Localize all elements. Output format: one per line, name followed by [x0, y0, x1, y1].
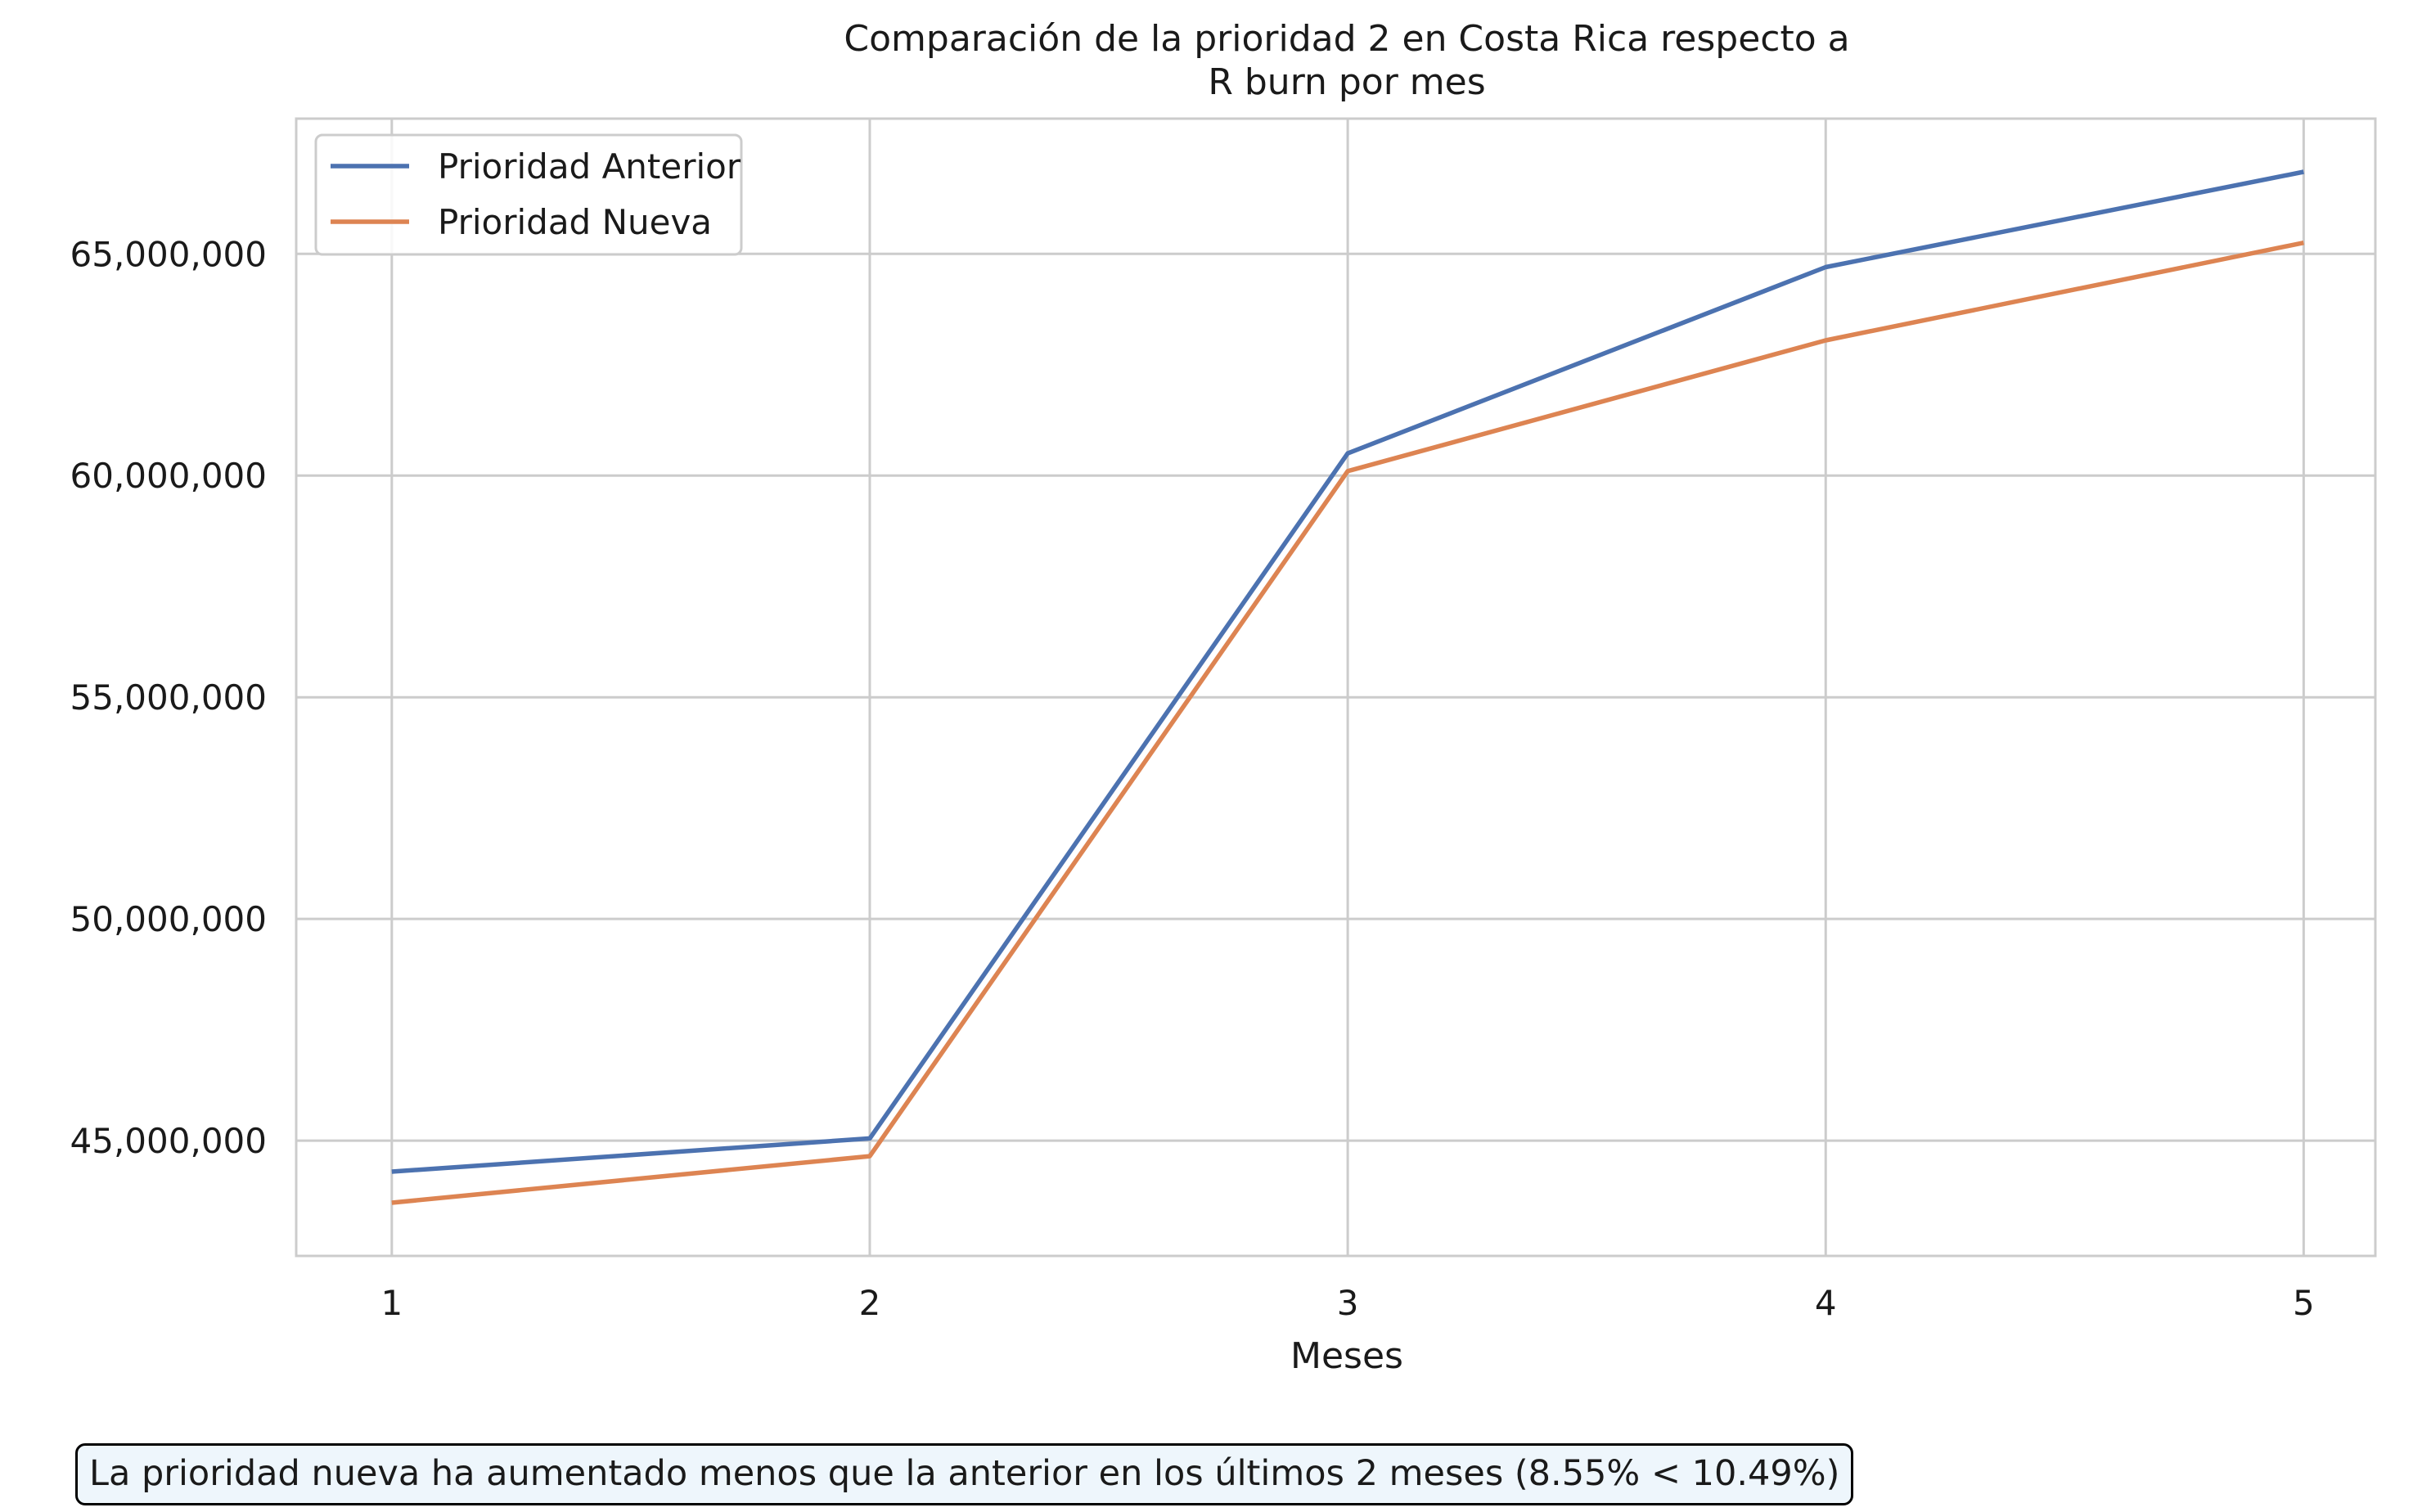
series-line-1: [391, 169, 2304, 1174]
summary-annotation: La prioridad nueva ha aumentado menos qu…: [75, 1443, 1854, 1505]
plot-area-frame: [295, 117, 2377, 1258]
x-tick-label: 2: [859, 1283, 881, 1323]
chart-title-line-2: R burn por mes: [1208, 61, 1485, 103]
x-tick-label: 1: [380, 1283, 403, 1323]
legend-label: Prioridad Nueva: [438, 202, 712, 242]
x-tick-label: 3: [1337, 1283, 1359, 1323]
y-tick-label: 65,000,000: [70, 234, 267, 274]
legend-label: Prioridad Anterior: [438, 146, 741, 187]
x-axis-label: Meses: [1290, 1335, 1403, 1377]
legend[interactable]: Prioridad Anterior Prioridad Nueva: [314, 133, 743, 256]
x-tick-label: 5: [2293, 1283, 2315, 1323]
y-tick-label: 45,000,000: [70, 1121, 267, 1161]
y-tick-label: 55,000,000: [70, 677, 267, 718]
y-tick-labels: 45,000,000 50,000,000 55,000,000 60,000,000…: [70, 234, 267, 1161]
x-tick-label: 4: [1815, 1283, 1837, 1323]
x-tick-labels: 1 2 3 4 5: [380, 1283, 2314, 1323]
chart-title-line-1: Comparación de la prioridad 2 en Costa R…: [844, 18, 1849, 60]
y-tick-label: 50,000,000: [70, 899, 267, 939]
series-line-2: [391, 241, 2304, 1205]
series-lines: [391, 169, 2304, 1205]
y-tick-label: 60,000,000: [70, 456, 267, 496]
legend-box: [314, 133, 743, 256]
grid-lines: [296, 119, 2375, 1256]
